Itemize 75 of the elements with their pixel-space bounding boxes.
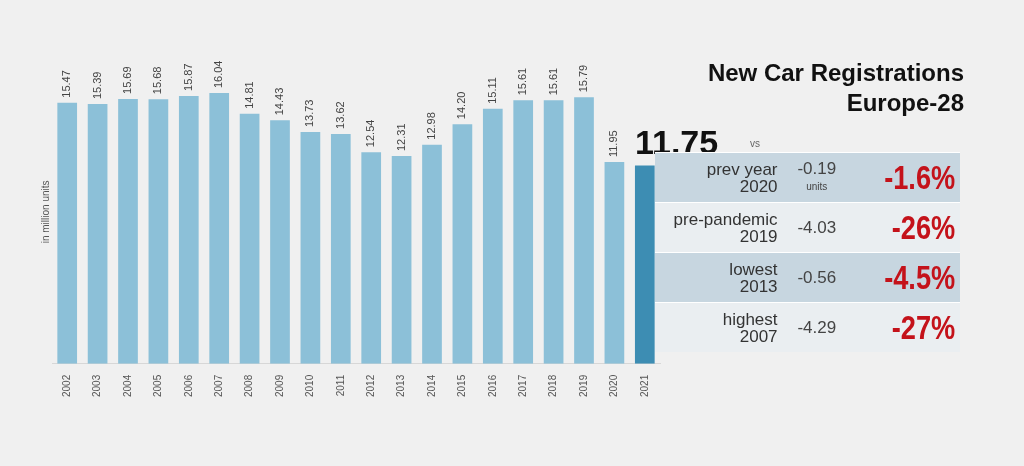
text: lowest 2013 xyxy=(728,259,778,296)
data-label: 13.62 xyxy=(333,101,346,129)
text: -0.56 xyxy=(796,267,838,287)
data-label: 14.81 xyxy=(242,81,255,109)
x-tick-label: 2014 xyxy=(425,374,437,397)
y-axis-title: in million units xyxy=(39,180,51,244)
bar xyxy=(57,102,78,364)
text: -0.19 units xyxy=(796,158,838,194)
x-tick-label: 2010 xyxy=(304,374,316,397)
x-tick-label: 2016 xyxy=(486,374,498,397)
x-tick-label: 2008 xyxy=(243,374,255,397)
x-tick-label: 2019 xyxy=(577,374,589,397)
text: -1.6% xyxy=(883,158,957,197)
x-tick-label: 2015 xyxy=(456,374,468,397)
bar xyxy=(604,162,625,364)
text: Europe-28 xyxy=(845,88,964,118)
x-tick-label: 2020 xyxy=(608,374,620,397)
bar xyxy=(361,152,382,364)
x-tick-label: 2005 xyxy=(152,374,164,397)
data-label: 16.04 xyxy=(212,60,225,89)
bar xyxy=(574,97,594,364)
x-tick-label: 2017 xyxy=(516,374,528,397)
data-label: 15.11 xyxy=(485,77,498,104)
bar xyxy=(452,124,473,364)
text: New Car Registrations xyxy=(707,58,964,88)
bar xyxy=(482,108,503,364)
data-label: 15.87 xyxy=(181,63,194,91)
data-label: 14.43 xyxy=(273,87,286,116)
bar xyxy=(239,113,260,364)
text: vs xyxy=(750,138,760,149)
bar xyxy=(391,156,412,364)
x-tick-label: 2013 xyxy=(395,374,407,397)
x-tick-label: 2018 xyxy=(547,374,559,397)
bar xyxy=(330,133,351,364)
text: -26% xyxy=(890,208,957,247)
text: pre-pandemic 2019 xyxy=(672,209,778,246)
data-label: 11.95 xyxy=(607,130,620,158)
text: -27% xyxy=(890,308,957,347)
x-tick-label: 2004 xyxy=(121,374,133,397)
data-label: 12.98 xyxy=(425,112,438,140)
x-tick-label: 2003 xyxy=(91,374,103,397)
text: prev year 2020 xyxy=(705,159,778,196)
x-tick-label: 2011 xyxy=(334,374,346,397)
bar xyxy=(148,99,169,364)
data-label: 15.68 xyxy=(151,66,164,95)
bar xyxy=(87,104,108,364)
bar xyxy=(513,100,534,364)
bar xyxy=(543,100,564,364)
data-label: 15.69 xyxy=(121,66,134,94)
data-label: 12.54 xyxy=(364,119,377,148)
text: highest 2007 xyxy=(721,309,778,346)
data-label: 15.39 xyxy=(90,71,103,100)
data-label: 12.31 xyxy=(394,123,407,152)
data-label: 15.79 xyxy=(577,64,590,93)
x-tick-label: 2006 xyxy=(182,374,194,397)
text: -4.29 xyxy=(796,317,838,337)
bar xyxy=(422,144,442,364)
data-label: 15.61 xyxy=(546,67,559,96)
bar xyxy=(634,165,655,364)
text: -4.03 xyxy=(796,217,838,237)
bar xyxy=(209,93,230,364)
text: -4.5% xyxy=(883,258,957,297)
bar xyxy=(270,120,290,364)
x-tick-label: 2002 xyxy=(60,374,72,397)
x-tick-label: 2007 xyxy=(212,374,224,397)
bar xyxy=(178,95,199,364)
bar xyxy=(118,98,138,364)
x-tick-label: 2021 xyxy=(638,374,650,397)
data-label: 13.73 xyxy=(303,99,316,128)
bar xyxy=(300,132,321,364)
data-label: 14.20 xyxy=(455,91,468,120)
x-tick-label: 2012 xyxy=(364,374,376,397)
data-label: 15.61 xyxy=(516,67,529,96)
data-label: 15.47 xyxy=(60,70,73,98)
x-tick-label: 2009 xyxy=(273,374,285,397)
